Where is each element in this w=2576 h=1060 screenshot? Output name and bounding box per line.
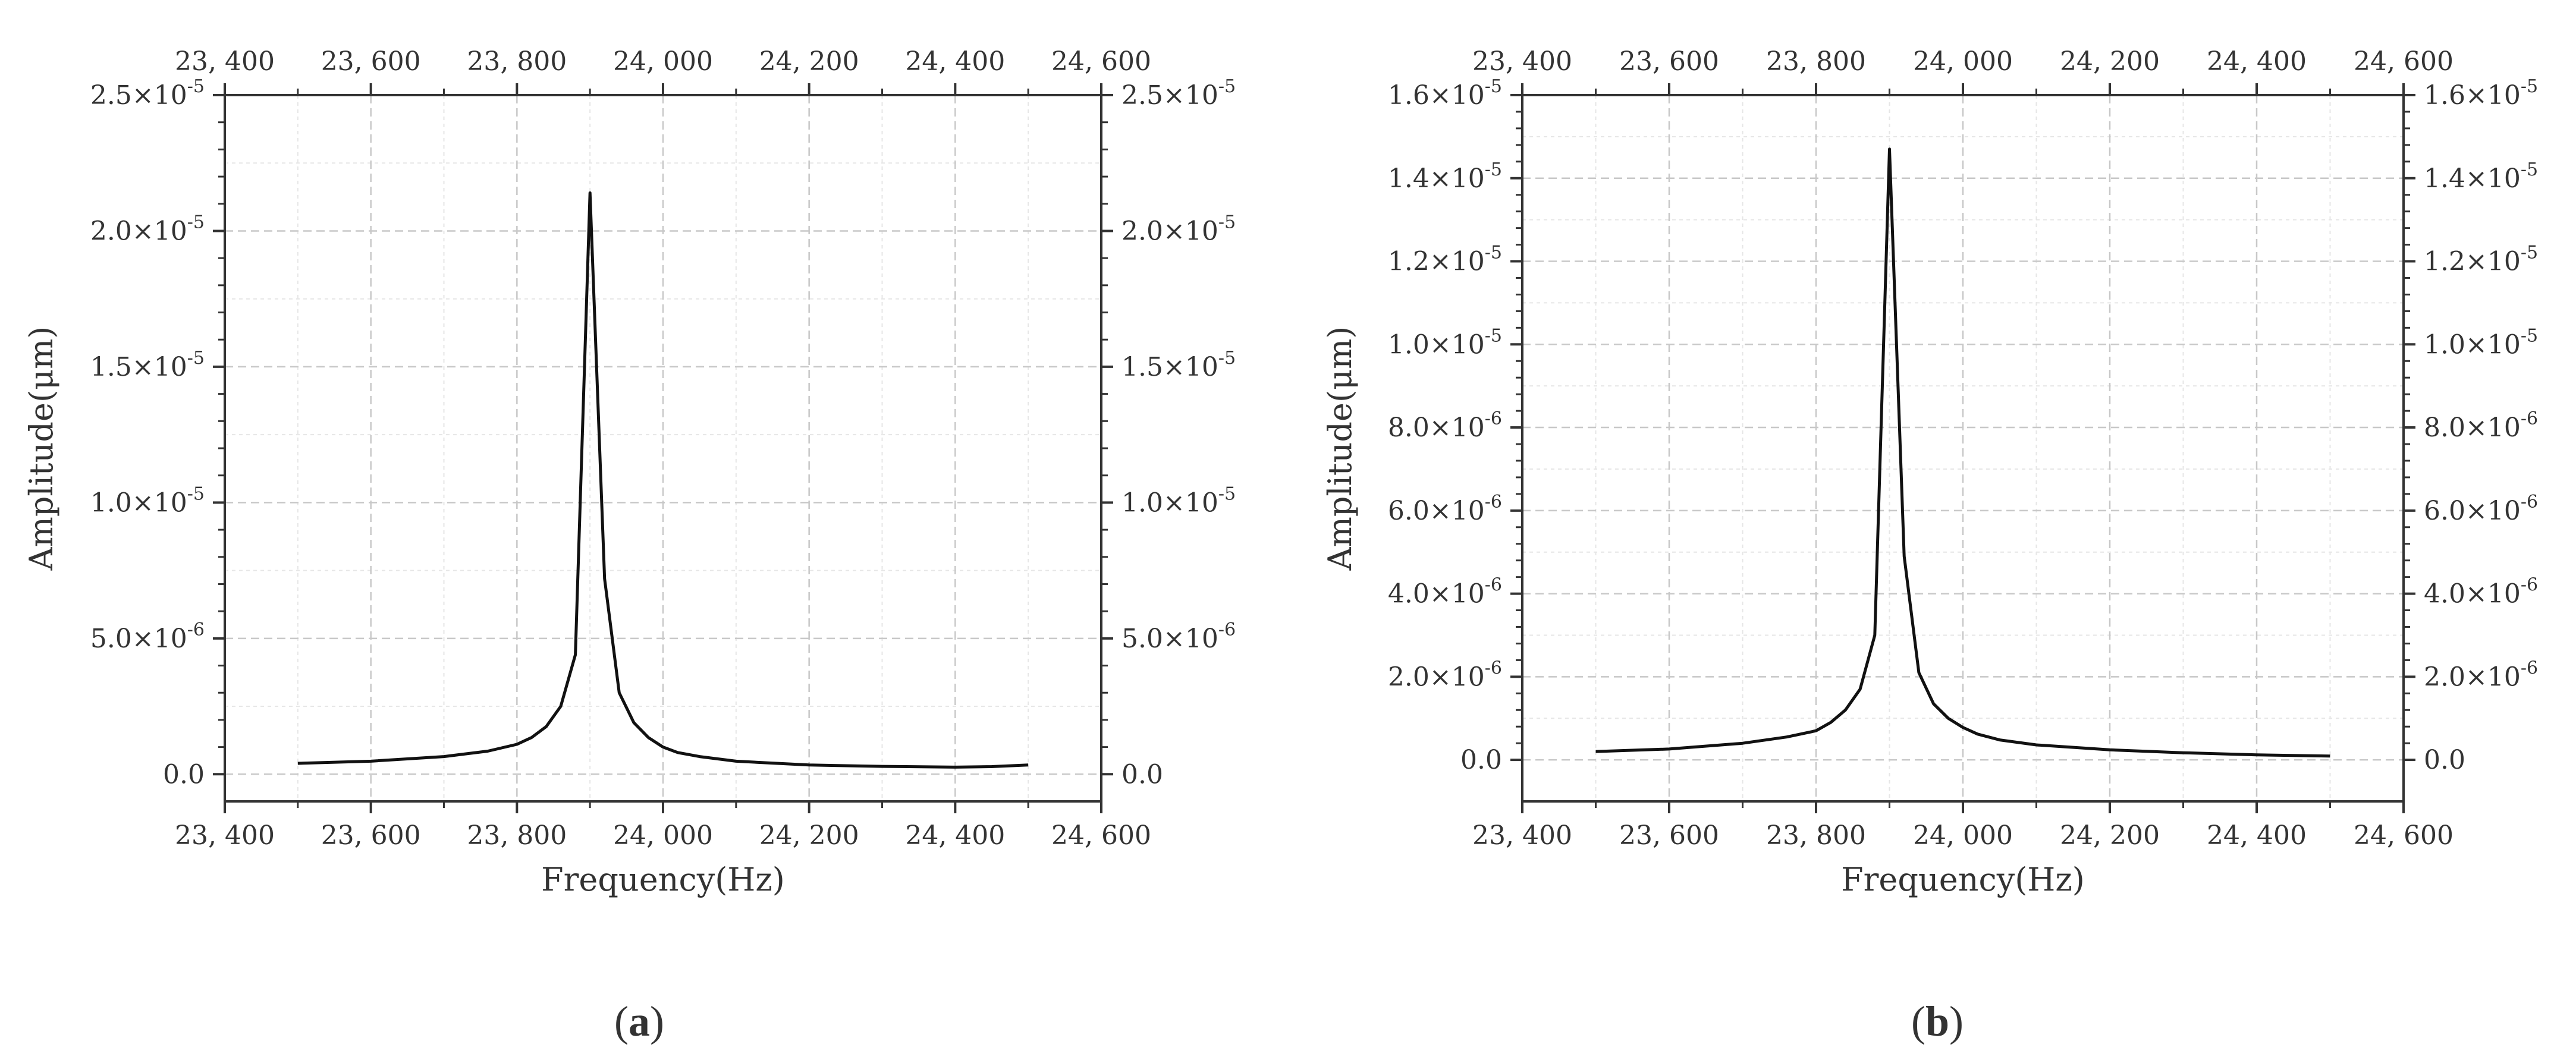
- x-tick-label-bottom: 24, 000: [1913, 820, 2013, 851]
- y-tick-label-left: 2.0×10-5: [90, 212, 205, 246]
- x-tick-label-top: 23, 800: [1766, 46, 1866, 77]
- x-tick-label-top: 23, 600: [1619, 46, 1719, 77]
- y-axis-label: Amplitude(μm): [1321, 326, 1359, 571]
- series-line-0: [1595, 147, 2330, 758]
- y-tick-label-left: 1.5×10-5: [90, 348, 205, 382]
- y-tick-label-left: 0.0: [1460, 745, 1502, 775]
- x-tick-label-top: 24, 400: [2207, 46, 2307, 77]
- x-tick-label-bottom: 23, 800: [1766, 820, 1866, 851]
- x-tick-label-bottom: 23, 600: [321, 820, 421, 851]
- x-tick-label-bottom: 23, 600: [1619, 820, 1719, 851]
- x-tick-label-top: 23, 800: [467, 46, 567, 77]
- y-tick-label-left: 1.4×10-5: [1388, 159, 1502, 194]
- y-tick-label-right: 0.0: [1121, 759, 1163, 790]
- x-tick-label-top: 24, 400: [905, 46, 1005, 77]
- y-tick-label-right: 2.0×10-5: [1121, 212, 1236, 246]
- y-tick-label-right: 0.0: [2424, 745, 2465, 775]
- y-tick-label-right: 1.5×10-5: [1121, 348, 1236, 382]
- x-tick-label-top: 24, 000: [613, 46, 713, 77]
- y-tick-label-left: 1.0×10-5: [90, 483, 205, 518]
- x-tick-label-top: 24, 600: [1051, 46, 1151, 77]
- panel-caption: (a): [614, 998, 664, 1045]
- y-tick-label-left: 2.5×10-5: [90, 76, 205, 111]
- x-axis-label: Frequency(Hz): [1841, 861, 2085, 898]
- y-tick-label-right: 1.2×10-5: [2424, 243, 2538, 277]
- y-tick-label-right: 8.0×10-6: [2424, 408, 2538, 443]
- x-tick-label-top: 23, 400: [175, 46, 275, 77]
- y-axis-label: Amplitude(μm): [23, 326, 60, 571]
- y-tick-label-right: 6.0×10-6: [2424, 492, 2538, 526]
- y-tick-label-left: 2.0×10-6: [1388, 658, 1502, 692]
- y-tick-label-left: 1.6×10-5: [1388, 76, 1502, 111]
- y-tick-label-left: 1.0×10-5: [1388, 325, 1502, 360]
- x-tick-label-bottom: 24, 000: [613, 820, 713, 851]
- y-tick-label-right: 2.0×10-6: [2424, 658, 2538, 692]
- y-tick-label-right: 4.0×10-6: [2424, 575, 2538, 609]
- chart-panel-a: 23, 400 23, 400 23, 600 23, 600 23, 800 23, 8…: [23, 46, 1236, 1045]
- series-line-0: [297, 191, 1029, 769]
- x-tick-label-top: 24, 200: [2060, 46, 2160, 77]
- x-tick-label-top: 23, 600: [321, 46, 421, 77]
- x-tick-label-bottom: 24, 600: [1051, 820, 1151, 851]
- y-tick-label-left: 4.0×10-6: [1388, 575, 1502, 609]
- y-tick-label-left: 8.0×10-6: [1388, 408, 1502, 443]
- x-tick-label-bottom: 24, 200: [759, 820, 859, 851]
- x-tick-label-top: 24, 000: [1913, 46, 2013, 77]
- y-tick-label-right: 1.0×10-5: [2424, 325, 2538, 360]
- y-tick-label-right: 2.5×10-5: [1121, 76, 1236, 111]
- x-tick-label-bottom: 24, 200: [2060, 820, 2160, 851]
- x-tick-label-bottom: 23, 400: [1472, 820, 1572, 851]
- y-tick-label-right: 1.0×10-5: [1121, 483, 1236, 518]
- x-tick-label-top: 24, 200: [759, 46, 859, 77]
- y-tick-label-left: 1.2×10-5: [1388, 243, 1502, 277]
- y-tick-label-right: 1.4×10-5: [2424, 159, 2538, 194]
- x-tick-label-bottom: 24, 400: [905, 820, 1005, 851]
- y-tick-label-right: 1.6×10-5: [2424, 76, 2538, 111]
- x-tick-label-bottom: 24, 400: [2207, 820, 2307, 851]
- y-tick-label-left: 0.0: [163, 759, 205, 790]
- y-tick-label-right: 5.0×10-6: [1121, 619, 1236, 654]
- x-tick-label-top: 23, 400: [1472, 46, 1572, 77]
- y-tick-label-left: 5.0×10-6: [90, 619, 205, 654]
- panel-caption: (b): [1911, 998, 1964, 1045]
- x-axis-label: Frequency(Hz): [541, 861, 785, 898]
- y-tick-label-left: 6.0×10-6: [1388, 492, 1502, 526]
- x-tick-label-bottom: 23, 400: [175, 820, 275, 851]
- x-tick-label-bottom: 24, 600: [2354, 820, 2454, 851]
- chart-panel-b: 23, 400 23, 400 23, 600 23, 600 23, 800 23, 8…: [1321, 46, 2538, 1045]
- x-tick-label-top: 24, 600: [2354, 46, 2454, 77]
- x-tick-label-bottom: 23, 800: [467, 820, 567, 851]
